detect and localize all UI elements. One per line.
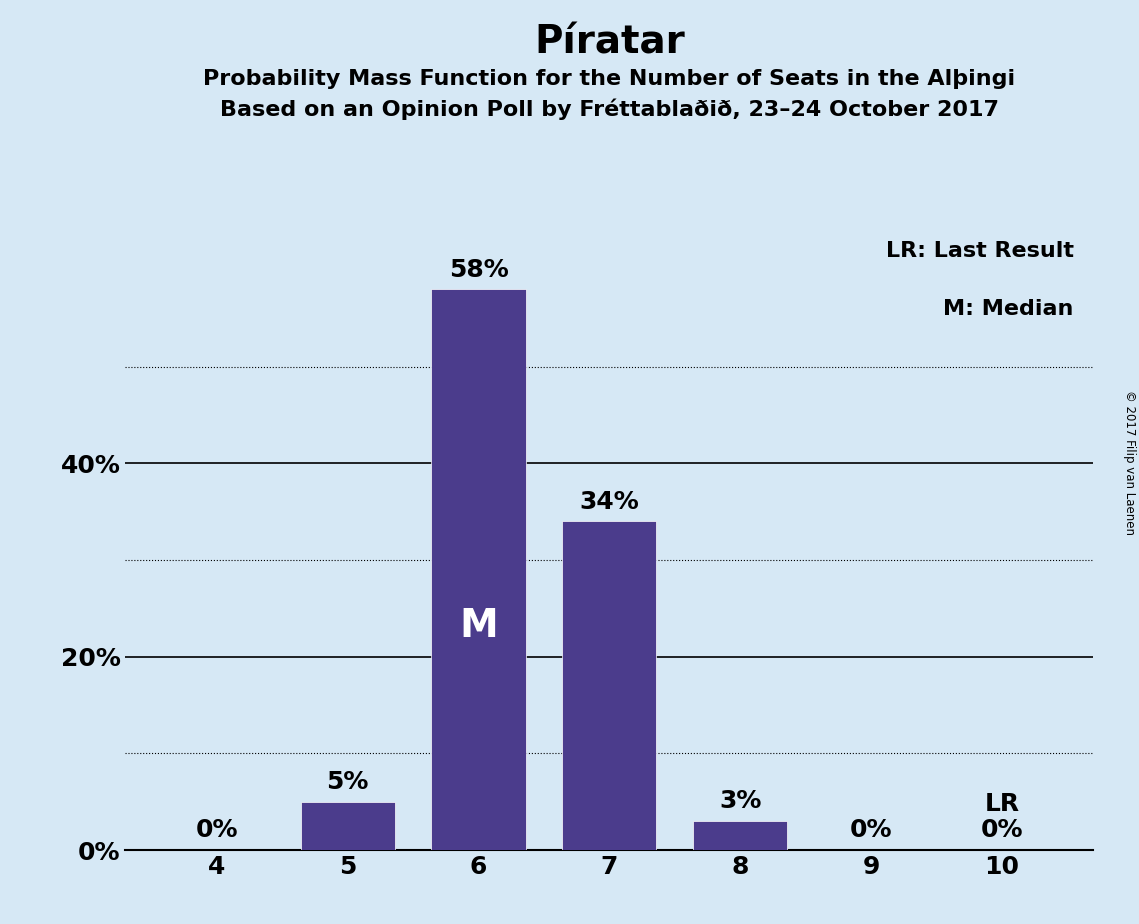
Bar <box>432 289 525 850</box>
Text: M: Median: M: Median <box>943 299 1074 319</box>
Text: M: M <box>459 607 498 645</box>
Text: © 2017 Filip van Laenen: © 2017 Filip van Laenen <box>1123 390 1137 534</box>
Text: 0%: 0% <box>196 819 238 843</box>
Text: Based on an Opinion Poll by Fréttablaðið, 23–24 October 2017: Based on an Opinion Poll by Fréttablaðið… <box>220 99 999 120</box>
Text: 0%: 0% <box>850 819 892 843</box>
Text: LR: Last Result: LR: Last Result <box>886 241 1074 261</box>
Text: 34%: 34% <box>580 490 639 514</box>
Text: 58%: 58% <box>449 258 508 282</box>
Text: LR: LR <box>984 792 1019 816</box>
Text: Probability Mass Function for the Number of Seats in the Alþingi: Probability Mass Function for the Number… <box>203 69 1016 90</box>
Text: 3%: 3% <box>719 789 761 813</box>
Text: Píratar: Píratar <box>534 23 685 61</box>
Text: 0%: 0% <box>981 819 1023 843</box>
Bar <box>694 821 787 850</box>
Bar <box>563 521 656 850</box>
Bar <box>301 802 395 850</box>
Text: 5%: 5% <box>327 770 369 794</box>
